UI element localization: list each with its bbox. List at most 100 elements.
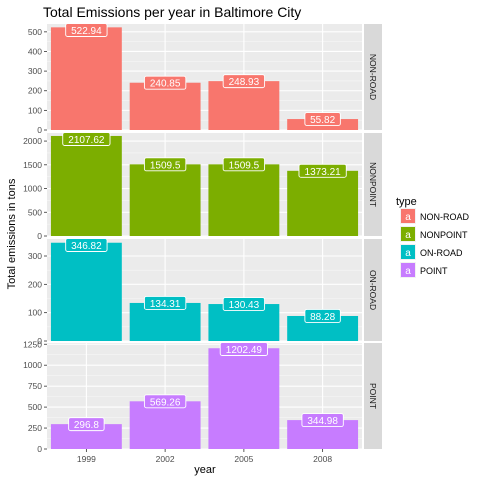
facet-strip xyxy=(364,24,382,130)
chart-title: Total Emissions per year in Baltimore Ci… xyxy=(43,4,301,20)
x-axis: 1999 2002 2005 2008 xyxy=(77,449,332,464)
legend-key-glyph: a xyxy=(405,266,411,277)
data-label: 1373.21 xyxy=(305,167,342,178)
legend-key-glyph: a xyxy=(405,248,411,259)
data-label-box xyxy=(304,112,341,126)
x-tick-label: 1999 xyxy=(77,454,96,464)
x-axis-title: year xyxy=(194,464,216,476)
y-tick-label: 300 xyxy=(28,66,42,76)
data-label: 1509.5 xyxy=(150,160,181,171)
data-label: 2107.62 xyxy=(68,135,105,146)
y-tick-label: 1000 xyxy=(23,360,42,370)
data-label-box xyxy=(68,417,105,432)
y-tick-label: 400 xyxy=(28,46,42,56)
legend-swatch xyxy=(401,263,415,277)
legend-key-glyph: a xyxy=(405,230,411,241)
facet-strip-label: NONPOINT xyxy=(368,162,378,207)
data-label: 1202.49 xyxy=(226,345,263,356)
bar-non-road-1999 xyxy=(50,27,122,130)
legend-swatch xyxy=(401,209,415,223)
data-label: 522.94 xyxy=(71,26,102,37)
bar-on-road-1999 xyxy=(50,242,122,341)
data-label-box xyxy=(65,238,108,252)
facet-panel-on-road: 0 100 200 300 346.82 134.31 130.43 88.28 ON-ROAD xyxy=(28,238,382,346)
y-tick-label: 1250 xyxy=(23,339,42,349)
data-label: 569.26 xyxy=(150,397,181,408)
facet-strip-label: POINT xyxy=(368,383,378,409)
legend-entry-label: POINT xyxy=(420,266,448,276)
y-tick-label: 500 xyxy=(28,207,42,217)
legend-entry-label: NONPOINT xyxy=(420,230,468,240)
facet-strip xyxy=(364,343,382,449)
bar-point-2002 xyxy=(129,401,201,449)
y-tick-label: 100 xyxy=(28,105,42,115)
data-label: 1509.5 xyxy=(229,160,260,171)
bar-non-road-2002 xyxy=(129,82,201,130)
data-label: 248.93 xyxy=(229,77,260,88)
y-tick-label: 200 xyxy=(28,279,42,289)
data-label: 240.85 xyxy=(150,79,181,90)
data-label-box xyxy=(298,163,347,178)
legend-swatch xyxy=(401,245,415,259)
data-label-box xyxy=(222,74,266,89)
x-tick-label: 2008 xyxy=(313,454,332,464)
bar-nonpoint-2002 xyxy=(129,164,201,236)
data-label-box xyxy=(301,413,344,428)
data-label-box xyxy=(219,342,268,356)
facet-strip xyxy=(364,133,382,236)
facet-panel-nonpoint: 0 500 1000 1500 2000 2107.62 1509.5 1509.5 1373.… xyxy=(23,132,382,241)
bar-nonpoint-2008 xyxy=(287,170,359,236)
y-tick-label: 500 xyxy=(28,27,42,37)
legend-title: type xyxy=(396,196,417,208)
bar-point-2005 xyxy=(208,348,280,449)
data-label: 346.82 xyxy=(71,241,102,252)
y-tick-label: 200 xyxy=(28,86,42,96)
bar-nonpoint-2005 xyxy=(208,164,280,236)
data-label: 88.28 xyxy=(310,312,335,323)
facet-strip xyxy=(364,239,382,341)
y-tick-label: 0 xyxy=(37,444,42,454)
data-label-box xyxy=(62,132,111,146)
data-label-box xyxy=(222,297,266,311)
facet-panel-point: 0 250 500 750 1000 1250 296.8 569.26 1202.49 344.… xyxy=(23,339,382,454)
y-tick-label: 1500 xyxy=(23,160,42,170)
y-axis-title: Total emissions in tons xyxy=(6,178,18,289)
legend: type a NON-ROAD a NONPOINT a ON-ROAD a POINT xyxy=(396,196,469,278)
y-tick-label: 0 xyxy=(37,231,42,241)
data-label-box xyxy=(143,75,187,90)
legend-key-glyph: a xyxy=(405,212,411,223)
data-label: 134.31 xyxy=(150,299,181,310)
facet-panels: 0 100 200 300 400 500 522.94 240.85 248.93 55.82 N… xyxy=(23,23,382,454)
y-tick-label: 0 xyxy=(37,125,42,135)
bar-nonpoint-1999 xyxy=(50,135,122,236)
data-label-box xyxy=(304,309,341,323)
data-label: 130.43 xyxy=(229,300,260,311)
bar-non-road-2005 xyxy=(208,81,280,130)
facet-panel-non-road: 0 100 200 300 400 500 522.94 240.85 248.93 55.82 N… xyxy=(28,23,382,135)
facet-strip-label: NON-ROAD xyxy=(368,54,378,100)
x-tick-label: 2005 xyxy=(234,454,253,464)
legend-entry-label: ON-ROAD xyxy=(420,248,463,258)
y-tick-label: 750 xyxy=(28,381,42,391)
y-tick-label: 250 xyxy=(28,423,42,433)
legend-swatch xyxy=(401,227,415,241)
data-label-box xyxy=(222,157,266,172)
data-label: 296.8 xyxy=(74,420,99,431)
data-label: 55.82 xyxy=(310,115,335,126)
y-tick-label: 0 xyxy=(37,336,42,346)
facet-strip-label: ON-ROAD xyxy=(368,270,378,310)
data-label-box xyxy=(143,157,187,172)
data-label-box xyxy=(143,394,187,409)
x-tick-label: 2002 xyxy=(156,454,175,464)
data-label-box xyxy=(65,23,108,37)
y-tick-label: 500 xyxy=(28,402,42,412)
y-tick-label: 300 xyxy=(28,251,42,261)
data-label: 344.98 xyxy=(307,416,338,427)
legend-entry-label: NON-ROAD xyxy=(420,212,469,222)
data-label-box xyxy=(143,295,187,310)
y-tick-label: 100 xyxy=(28,308,42,318)
y-tick-label: 2000 xyxy=(23,136,42,146)
y-tick-label: 1000 xyxy=(23,184,42,194)
